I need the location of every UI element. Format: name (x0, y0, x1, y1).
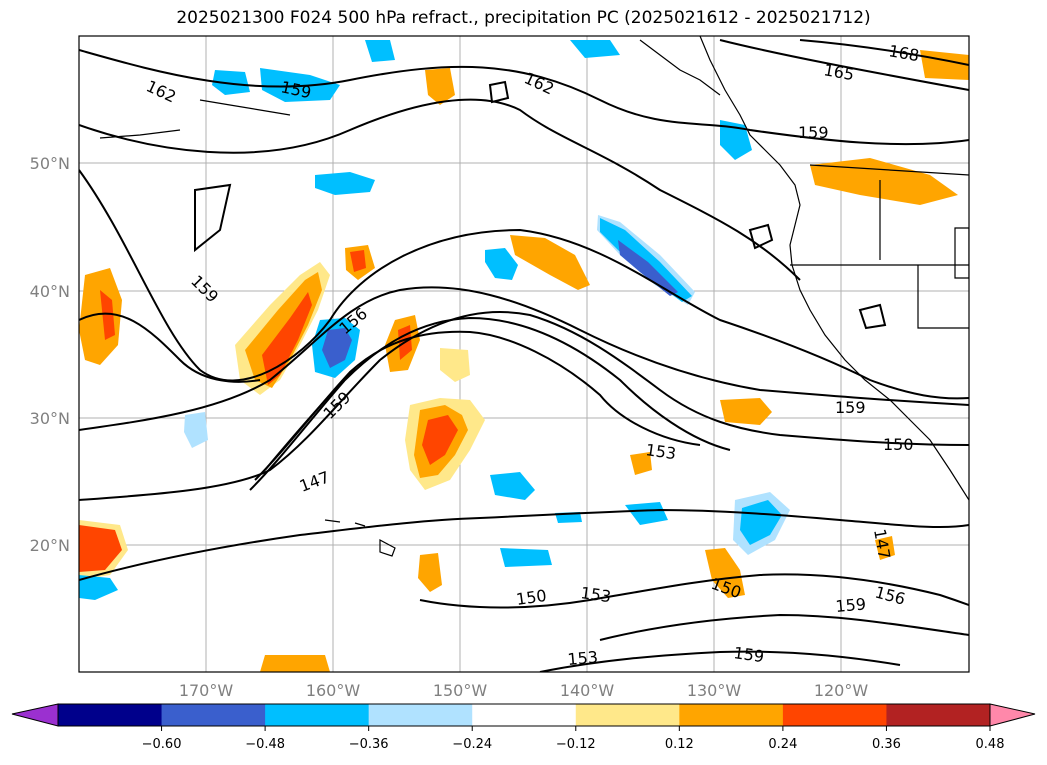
lon-label: 140°W (560, 681, 615, 700)
contour-label: 159 (732, 643, 765, 666)
colorbar-segment (472, 704, 577, 726)
lon-label: 120°W (814, 681, 869, 700)
contour-label: 159 (835, 398, 866, 417)
colorbar-segment (679, 704, 784, 726)
colorbar-segment (265, 704, 370, 726)
map-frame (78, 35, 970, 673)
contour-label: 153 (644, 440, 677, 463)
colorbar-tick-label: 0.48 (976, 737, 1005, 752)
lat-label: 50°N (30, 154, 70, 173)
lon-label: 150°W (433, 681, 488, 700)
colorbar-tick-label: −0.36 (349, 737, 389, 752)
colorbar-segment (368, 704, 473, 726)
lon-label: 130°W (687, 681, 742, 700)
colorbar: −0.60 −0.48 −0.36 −0.24 −0.12 0.12 0.24 0.36 0.4… (11, 703, 1036, 752)
colorbar-tick-label: 0.36 (872, 737, 901, 752)
longitude-labels: 170°W 160°W 150°W 140°W 130°W 120°W (179, 681, 869, 700)
colorbar-max-arrow (990, 704, 1035, 726)
lat-label: 30°N (30, 409, 70, 428)
precip-positive-shading (79, 50, 969, 672)
contour-label: 153 (567, 647, 599, 669)
colorbar-tick-label: 0.12 (665, 737, 694, 752)
colorbar-segment (161, 704, 266, 726)
colorbar-tick-label: −0.48 (245, 737, 285, 752)
lon-label: 170°W (179, 681, 234, 700)
height-contours (79, 39, 969, 672)
lon-label: 160°W (306, 681, 361, 700)
colorbar-tick-label: −0.60 (142, 737, 182, 752)
colorbar-segment (58, 704, 163, 726)
colorbar-segment (886, 704, 991, 726)
lat-label: 20°N (30, 536, 70, 555)
contour-label: 150 (515, 586, 548, 609)
colorbar-tick-label: −0.12 (556, 737, 596, 752)
colorbar-segment (575, 704, 680, 726)
coastlines (99, 36, 969, 557)
map-title: 2025021300 F024 500 hPa refract., precip… (176, 8, 871, 28)
contour-label: 159 (798, 123, 829, 142)
colorbar-min-arrow (12, 704, 58, 726)
contour-label: 150 (883, 435, 914, 454)
contour-label: 159 (835, 594, 867, 616)
colorbar-segment (782, 704, 887, 726)
colorbar-outline (57, 703, 991, 727)
precip-negative-shading (79, 40, 790, 600)
colorbar-tick-label: −0.24 (452, 737, 492, 752)
lat-label: 40°N (30, 282, 70, 301)
contour-label: 153 (579, 583, 612, 606)
latitude-labels: 50°N 40°N 30°N 20°N (30, 154, 70, 555)
colorbar-tick-label: 0.24 (768, 737, 797, 752)
